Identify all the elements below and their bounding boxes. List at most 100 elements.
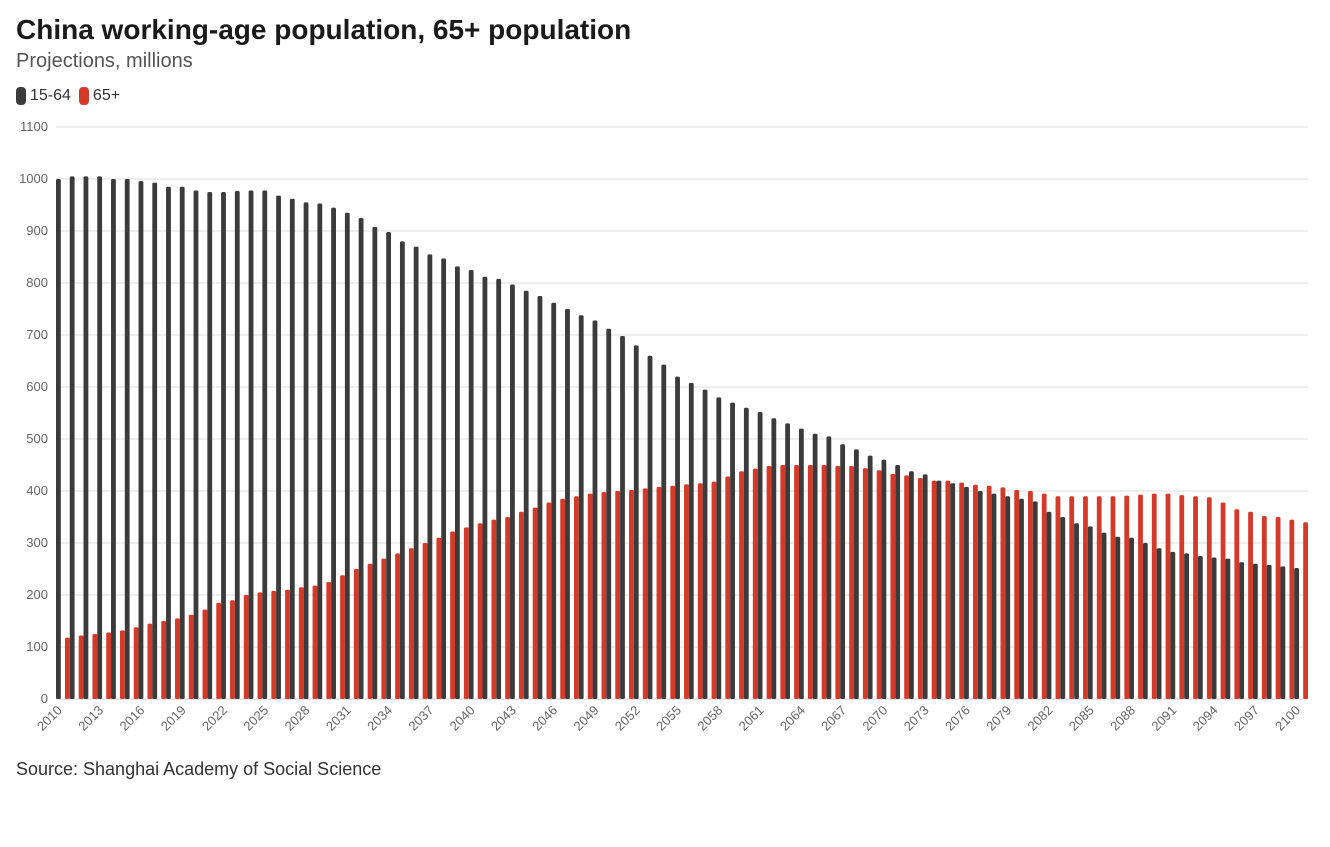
bar-series-b bbox=[1289, 520, 1294, 699]
bar-series-b bbox=[615, 491, 620, 699]
bar-series-b bbox=[92, 634, 97, 699]
bar-series-b bbox=[560, 499, 565, 699]
y-axis-tick-label: 300 bbox=[26, 535, 48, 550]
bar-series-a bbox=[249, 190, 254, 699]
bar-series-a bbox=[1047, 512, 1052, 699]
bar-series-b bbox=[381, 559, 386, 699]
bar-series-b bbox=[1083, 496, 1088, 699]
x-axis-tick-label: 2028 bbox=[282, 703, 313, 734]
bar-series-b bbox=[1056, 496, 1061, 699]
bar-series-b bbox=[299, 587, 304, 699]
bar-series-b bbox=[863, 468, 868, 699]
bar-series-a bbox=[868, 456, 873, 699]
bar-series-a bbox=[716, 397, 721, 699]
bar-series-b bbox=[959, 483, 964, 699]
bar-series-a bbox=[964, 487, 969, 699]
bar-series-a bbox=[276, 196, 281, 699]
bar-series-b bbox=[340, 575, 345, 699]
bar-series-a bbox=[414, 247, 419, 699]
bar-series-b bbox=[794, 465, 799, 699]
bar-series-b bbox=[505, 517, 510, 699]
y-axis-tick-label: 500 bbox=[26, 431, 48, 446]
bars-group bbox=[56, 176, 1308, 699]
bar-series-b bbox=[436, 538, 441, 699]
bar-series-a bbox=[937, 481, 942, 699]
bar-series-b bbox=[822, 465, 827, 699]
bar-series-b bbox=[368, 564, 373, 699]
bar-series-a bbox=[606, 329, 611, 699]
bar-series-b bbox=[258, 592, 263, 699]
bar-series-b bbox=[161, 621, 166, 699]
bar-series-b bbox=[1042, 494, 1047, 699]
bar-series-a bbox=[730, 403, 735, 699]
bar-series-b bbox=[1097, 496, 1102, 699]
x-axis-tick-label: 2100 bbox=[1272, 703, 1303, 734]
bar-series-b bbox=[739, 471, 744, 699]
bar-series-b bbox=[1207, 497, 1212, 699]
legend-swatch-series-b bbox=[79, 87, 89, 105]
bar-series-a bbox=[1143, 543, 1148, 699]
bar-series-a bbox=[992, 494, 997, 699]
y-axis-tick-label: 400 bbox=[26, 483, 48, 498]
x-axis-tick-label: 2037 bbox=[405, 703, 436, 734]
x-axis-tick-label: 2052 bbox=[612, 703, 643, 734]
bar-series-a bbox=[1157, 548, 1162, 699]
bar-series-b bbox=[1193, 496, 1198, 699]
bar-series-b bbox=[1014, 490, 1019, 699]
bar-series-b bbox=[973, 485, 978, 699]
bar-series-a bbox=[125, 179, 130, 699]
bar-series-b bbox=[945, 481, 950, 699]
x-axis-tick-label: 2040 bbox=[447, 703, 478, 734]
bar-series-b bbox=[409, 548, 414, 699]
bar-series-a bbox=[1239, 562, 1244, 699]
x-axis-tick-label: 2022 bbox=[199, 703, 230, 734]
bar-series-a bbox=[180, 187, 185, 699]
bar-series-b bbox=[244, 595, 249, 699]
bar-series-b bbox=[780, 465, 785, 699]
bar-series-a bbox=[56, 179, 61, 699]
chart-legend: 15-64 65+ bbox=[16, 87, 1314, 105]
x-axis-tick-label: 2034 bbox=[364, 703, 395, 734]
bar-series-b bbox=[932, 481, 937, 699]
bar-series-b bbox=[1179, 495, 1184, 699]
x-axis-tick-label: 2067 bbox=[818, 703, 849, 734]
bar-series-a bbox=[813, 434, 818, 699]
x-axis-tick-label: 2064 bbox=[777, 703, 808, 734]
bar-series-a bbox=[207, 192, 212, 699]
bar-series-a bbox=[97, 176, 102, 699]
x-axis-tick-label: 2010 bbox=[34, 703, 65, 734]
bar-series-a bbox=[386, 232, 391, 699]
x-axis-tick-label: 2073 bbox=[901, 703, 932, 734]
bar-series-a bbox=[483, 277, 488, 699]
bar-series-b bbox=[1028, 491, 1033, 699]
bar-series-b bbox=[1166, 494, 1171, 699]
bar-series-a bbox=[510, 285, 515, 699]
bar-series-a bbox=[441, 259, 446, 699]
bar-series-a bbox=[895, 465, 900, 699]
bar-series-a bbox=[950, 483, 955, 699]
bar-series-b bbox=[684, 484, 689, 699]
bar-series-b bbox=[203, 610, 208, 699]
bar-series-a bbox=[427, 254, 432, 699]
bar-series-a bbox=[139, 181, 144, 699]
chart-page: China working-age population, 65+ popula… bbox=[0, 0, 1330, 847]
bar-series-a bbox=[1294, 568, 1299, 699]
bar-series-a bbox=[840, 444, 845, 699]
legend-label-series-b: 65+ bbox=[93, 87, 120, 105]
bar-series-a bbox=[1129, 538, 1134, 699]
bar-series-b bbox=[1234, 509, 1239, 699]
chart-title: China working-age population, 65+ popula… bbox=[16, 14, 1314, 46]
bar-series-b bbox=[643, 488, 648, 699]
bar-series-a bbox=[703, 390, 708, 699]
chart-source: Source: Shanghai Academy of Social Scien… bbox=[16, 759, 1314, 780]
bar-series-a bbox=[235, 191, 240, 699]
bar-series-b bbox=[79, 636, 84, 699]
y-axis-tick-label: 1100 bbox=[20, 119, 48, 134]
bar-series-a bbox=[1267, 565, 1272, 699]
bar-series-b bbox=[725, 476, 730, 699]
bar-series-a bbox=[496, 279, 501, 699]
bar-series-a bbox=[923, 474, 928, 699]
x-axis-tick-label: 2082 bbox=[1025, 703, 1056, 734]
x-axis-tick-label: 2043 bbox=[488, 703, 519, 734]
bar-series-a bbox=[469, 270, 474, 699]
